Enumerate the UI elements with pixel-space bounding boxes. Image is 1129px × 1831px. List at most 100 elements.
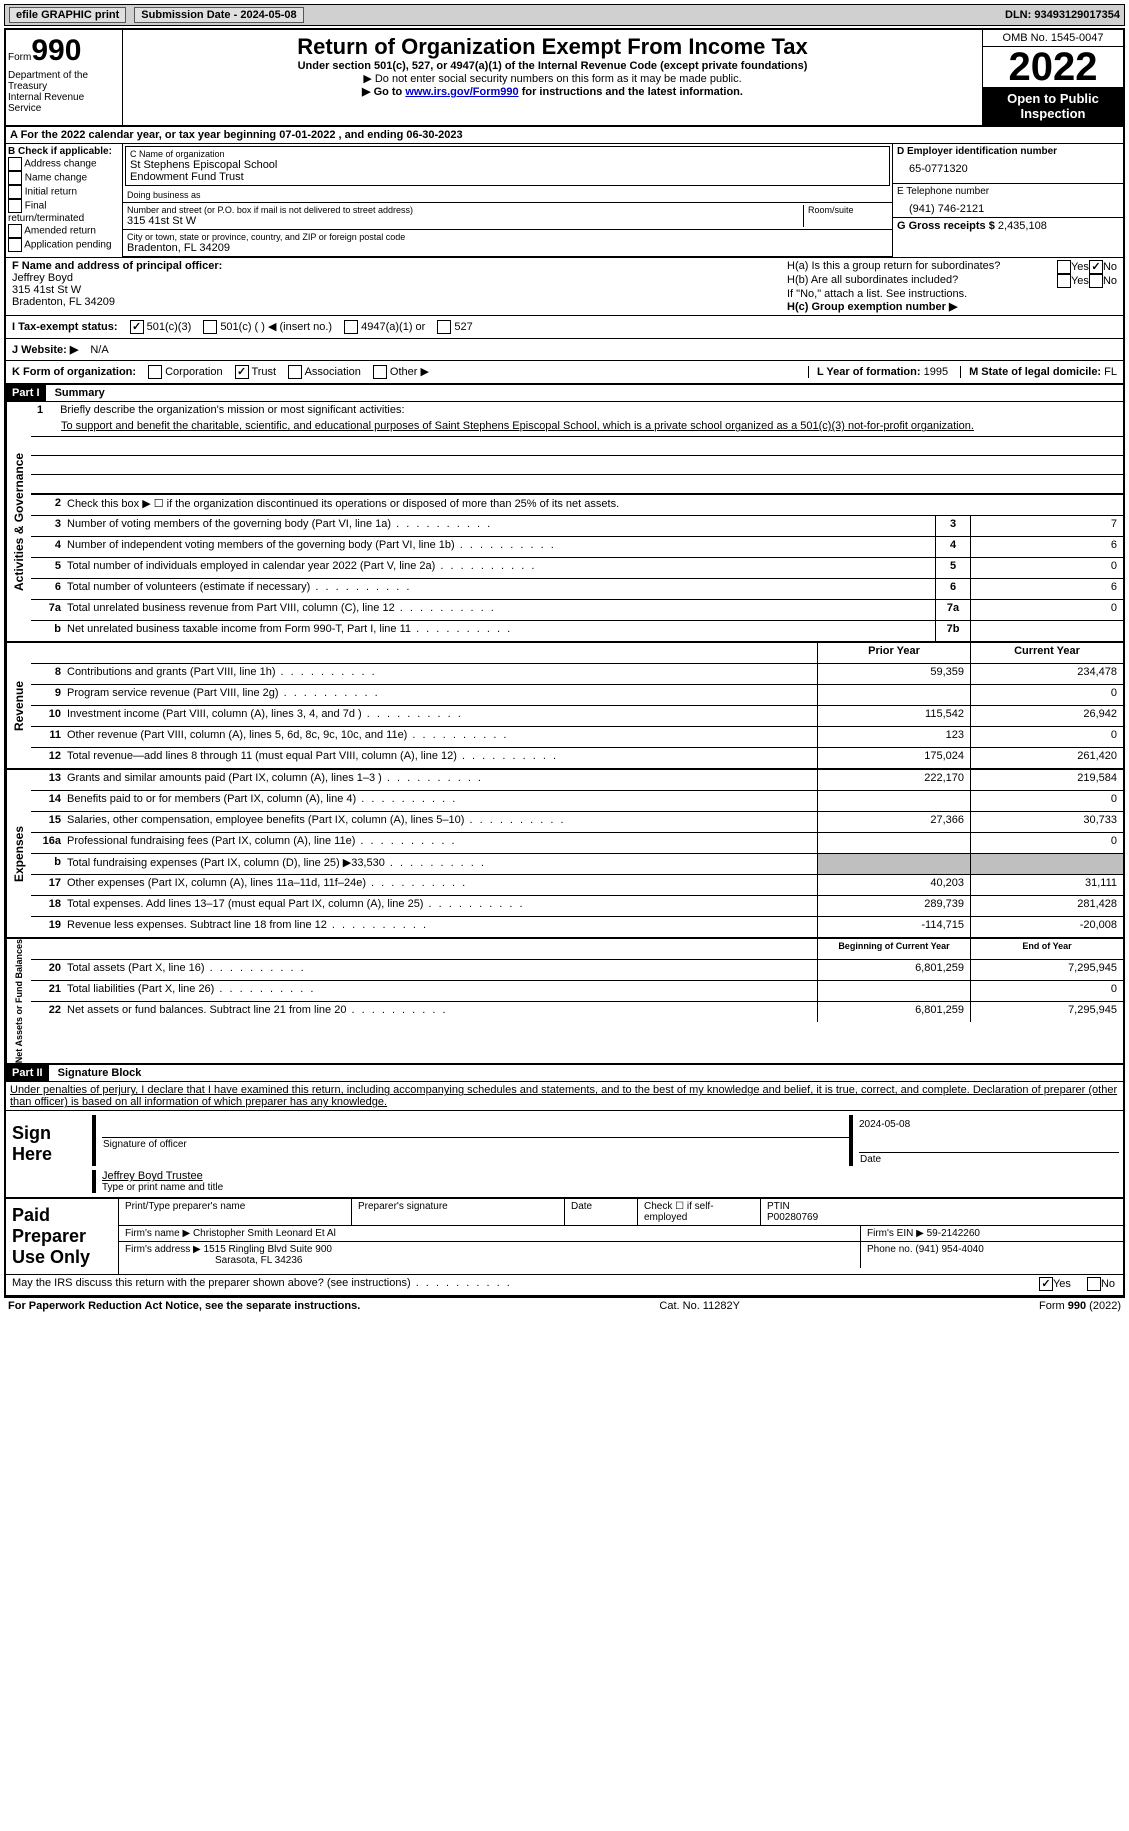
- opt-527[interactable]: 527: [437, 320, 472, 334]
- part-1-badge: Part I: [6, 385, 46, 401]
- irs-link[interactable]: www.irs.gov/Form990: [405, 86, 518, 98]
- hb-no[interactable]: No: [1089, 274, 1117, 288]
- ha-yes[interactable]: Yes: [1057, 260, 1089, 274]
- main-info-block: B Check if applicable: Address change Na…: [4, 144, 1125, 257]
- form-header: Form990 Department of the Treasury Inter…: [4, 28, 1125, 127]
- current-year-value: [970, 854, 1123, 874]
- header-right: OMB No. 1545-0047 2022 Open to Public In…: [982, 30, 1123, 125]
- part-2-badge: Part II: [6, 1065, 49, 1081]
- side-expenses: Expenses: [6, 770, 31, 937]
- opt-501c3[interactable]: ✓ 501(c)(3): [130, 320, 192, 334]
- org-name-label: C Name of organization: [130, 149, 885, 159]
- chk-amended-return[interactable]: Amended return: [8, 224, 120, 238]
- discuss-no[interactable]: No: [1079, 1275, 1123, 1295]
- mission-blank-3: [31, 475, 1123, 494]
- line-description: Number of voting members of the governin…: [65, 516, 935, 536]
- current-year-value: 7,295,945: [970, 960, 1123, 980]
- summary-line: 13 Grants and similar amounts paid (Part…: [31, 770, 1123, 791]
- hb-yes[interactable]: Yes: [1057, 274, 1089, 288]
- m-value: FL: [1104, 366, 1117, 378]
- footer-paperwork: For Paperwork Reduction Act Notice, see …: [8, 1300, 360, 1312]
- line-box: 7a: [935, 600, 970, 620]
- gross-value: 2,435,108: [998, 220, 1047, 232]
- open-inspection: Open to Public Inspection: [983, 87, 1123, 125]
- line-description: Program service revenue (Part VIII, line…: [65, 685, 817, 705]
- line-box: 3: [935, 516, 970, 536]
- form-number: Form990: [8, 34, 120, 68]
- type-name-label: Type or print name and title: [102, 1182, 1119, 1193]
- discuss-text: May the IRS discuss this return with the…: [6, 1275, 1031, 1295]
- section-f-h: F Name and address of principal officer:…: [4, 257, 1125, 316]
- ein-label: D Employer identification number: [897, 146, 1119, 157]
- firm-name-label: Firm's name ▶: [125, 1228, 193, 1239]
- side-activities: Activities & Governance: [6, 402, 31, 641]
- chk-final-return[interactable]: Final return/terminated: [8, 199, 120, 224]
- signer-name: Jeffrey Boyd Trustee: [102, 1170, 1119, 1182]
- opt-501c[interactable]: 501(c) ( ) ◀ (insert no.): [203, 320, 332, 334]
- ha-no[interactable]: ✓No: [1089, 260, 1117, 274]
- opt-corporation[interactable]: Corporation: [148, 365, 223, 379]
- line-number: 10: [31, 706, 65, 726]
- line-description: Salaries, other compensation, employee b…: [65, 812, 817, 832]
- part-1-header: Part I Summary: [4, 385, 1125, 401]
- line-number: 17: [31, 875, 65, 895]
- line-number: 8: [31, 664, 65, 684]
- line-value: 7: [970, 516, 1123, 536]
- summary-line: 5 Total number of individuals employed i…: [31, 558, 1123, 579]
- opt-label: Trust: [251, 366, 276, 378]
- line-box: 4: [935, 537, 970, 557]
- discuss-yes[interactable]: ✓Yes: [1031, 1275, 1079, 1295]
- opt-4947[interactable]: 4947(a)(1) or: [344, 320, 425, 334]
- opt-association[interactable]: Association: [288, 365, 361, 379]
- current-year-value: 0: [970, 833, 1123, 853]
- net-assets-section: Net Assets or Fund Balances Beginning of…: [4, 939, 1125, 1065]
- address-box: Number and street (or P.O. box if mail i…: [123, 203, 892, 230]
- summary-line: b Net unrelated business taxable income …: [31, 621, 1123, 641]
- current-year-value: 0: [970, 981, 1123, 1001]
- tax-year-end: 06-30-2023: [406, 129, 462, 141]
- begin-year-hdr: Beginning of Current Year: [817, 939, 970, 959]
- chk-label: Amended return: [24, 226, 96, 237]
- form-of-org: K Form of organization: Corporation ✓ Tr…: [4, 361, 1125, 385]
- prior-year-value: 175,024: [817, 748, 970, 768]
- paid-prep-label: Paid Preparer Use Only: [6, 1199, 119, 1274]
- dln: DLN: 93493129017354: [1005, 9, 1120, 21]
- opt-label: 4947(a)(1) or: [361, 321, 425, 333]
- yes-label: Yes: [1071, 275, 1089, 287]
- line-description: Revenue less expenses. Subtract line 18 …: [65, 917, 817, 937]
- opt-other[interactable]: Other ▶: [373, 365, 429, 379]
- line-number: 9: [31, 685, 65, 705]
- part-2-header: Part II Signature Block: [4, 1065, 1125, 1081]
- firm-name: Christopher Smith Leonard Et Al: [193, 1228, 336, 1239]
- principal-officer: F Name and address of principal officer:…: [6, 258, 781, 315]
- current-year-value: 234,478: [970, 664, 1123, 684]
- summary-line: 12 Total revenue—add lines 8 through 11 …: [31, 748, 1123, 768]
- chk-app-pending[interactable]: Application pending: [8, 238, 120, 252]
- chk-address-change[interactable]: Address change: [8, 157, 120, 171]
- efile-button[interactable]: efile GRAPHIC print: [9, 7, 126, 23]
- discuss-row: May the IRS discuss this return with the…: [6, 1274, 1123, 1295]
- line-number: 20: [31, 960, 65, 980]
- self-employed-chk[interactable]: Check ☐ if self-employed: [638, 1199, 761, 1225]
- current-year-value: 0: [970, 727, 1123, 747]
- chk-name-change[interactable]: Name change: [8, 171, 120, 185]
- year-formation: L Year of formation: 1995: [808, 366, 948, 378]
- line-description: Total liabilities (Part X, line 26): [65, 981, 817, 1001]
- officer-addr1: 315 41st St W: [12, 284, 775, 296]
- hb-note: If "No," attach a list. See instructions…: [787, 288, 1117, 300]
- current-year-value: 261,420: [970, 748, 1123, 768]
- chk-initial-return[interactable]: Initial return: [8, 185, 120, 199]
- summary-line: 10 Investment income (Part VIII, column …: [31, 706, 1123, 727]
- line-value: [970, 621, 1123, 641]
- dln-label: DLN:: [1005, 9, 1034, 21]
- chk-label: Name change: [25, 173, 87, 184]
- line-description: Professional fundraising fees (Part IX, …: [65, 833, 817, 853]
- firm-addr-cell: Firm's address ▶ 1515 Ringling Blvd Suit…: [119, 1242, 861, 1268]
- opt-trust[interactable]: ✓ Trust: [235, 365, 277, 379]
- mission-text: To support and benefit the charitable, s…: [31, 418, 1123, 437]
- ein-value: 65-0771320: [897, 157, 1119, 181]
- submission-date-button[interactable]: Submission Date - 2024-05-08: [134, 7, 303, 23]
- no-label: No: [1101, 1278, 1115, 1290]
- dept-treasury: Department of the Treasury: [8, 70, 120, 92]
- hc-label: H(c) Group exemption number ▶: [787, 300, 1117, 313]
